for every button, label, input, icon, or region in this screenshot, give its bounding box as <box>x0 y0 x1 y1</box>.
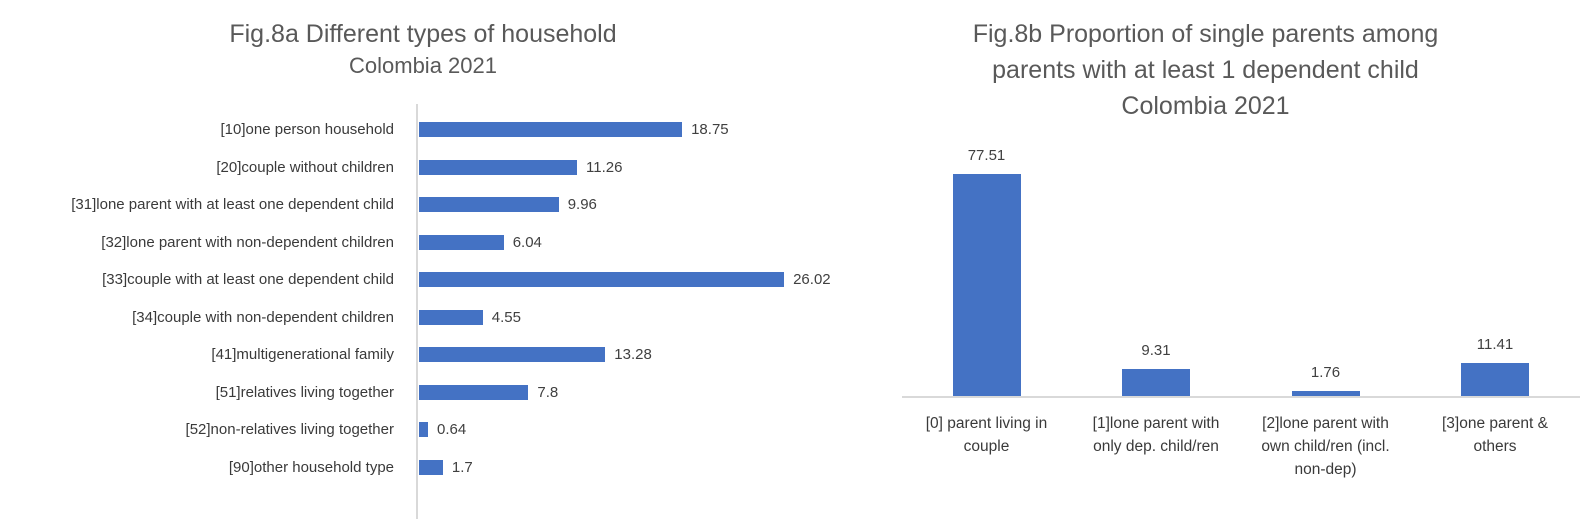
fig8b-category-label: [0] parent living in couple <box>897 412 1077 458</box>
fig8a-bar <box>419 234 504 250</box>
fig8b-bar <box>952 174 1021 396</box>
fig8a-bar <box>419 272 785 287</box>
fig8a-category-label: [31]lone parent with at least one depend… <box>71 196 394 213</box>
fig8b-category-label-line: couple <box>963 438 1010 455</box>
fig8b-category-label: [1]lone parent with only dep. child/ren <box>1066 412 1246 458</box>
fig8b-category-label-line: non-dep) <box>1294 461 1357 478</box>
fig8a-category-label: [34]couple with non-dependent children <box>132 308 394 326</box>
fig8b-category-label-line: [2]lone parent with <box>1262 415 1389 432</box>
fig8b-value-axis-baseline <box>902 396 1580 398</box>
fig8a-category-label: [41]multigenerational family <box>211 346 394 363</box>
fig8b-bar <box>1122 369 1190 396</box>
fig8a-category-label: [32]lone parent with non-dependent child… <box>101 233 394 251</box>
fig8a-value-label: 0.64 <box>437 421 467 438</box>
fig8a-subtitle: Colombia 2021 <box>349 53 497 78</box>
fig8a-value-label: 1.7 <box>451 458 473 476</box>
fig8b-category-label-line: others <box>1473 438 1517 455</box>
fig8b-category-label-line: [0] parent living in <box>925 415 1048 432</box>
fig8a-value-label: 26.02 <box>793 271 831 288</box>
fig8b-category-label-line: only dep. child/ren <box>1093 438 1219 455</box>
fig8b-value-label: 11.41 <box>1476 336 1514 354</box>
fig8a-value-label: 9.96 <box>567 196 597 213</box>
fig8a-category-label: [52]non-relatives living together <box>185 421 394 438</box>
fig8b-category-label-line: [3]one parent & <box>1442 415 1548 432</box>
fig8a-bar <box>419 459 443 475</box>
fig8a-value-label: 11.26 <box>586 158 623 176</box>
fig8a-value-label: 13.28 <box>614 346 652 363</box>
fig8a-bar <box>419 384 529 400</box>
fig8a-category-label: [33]couple with at least one dependent c… <box>102 271 394 288</box>
fig8b-value-label: 9.31 <box>1141 342 1171 360</box>
fig8b-category-label-line: [1]lone parent with <box>1092 415 1220 432</box>
fig8b-bar <box>1461 363 1529 396</box>
fig8a-category-label: [20]couple without children <box>216 158 394 176</box>
fig8a-category-label: [10]one person household <box>220 121 394 138</box>
fig8b-category-label: [3]one parent & others <box>1405 412 1585 458</box>
fig8b-value-label: 77.51 <box>967 147 1006 164</box>
fig8a-bar <box>419 122 683 137</box>
fig8b-category-label-line: own child/ren (incl. <box>1261 438 1390 455</box>
fig8a-bar <box>419 309 483 325</box>
fig8b-bar <box>1291 391 1360 396</box>
fig8a-bar <box>419 347 606 362</box>
fig8a-bar <box>419 197 559 212</box>
fig8b-title-line-2: parents with at least 1 dependent child <box>992 56 1419 84</box>
fig8a-bar <box>419 422 428 437</box>
fig8b-title: Fig.8b Proportion of single parents amon… <box>860 16 1551 124</box>
fig8a-category-label: [90]other household type <box>228 458 394 476</box>
fig8a-value-label: 6.04 <box>512 233 542 251</box>
fig8b-title-line-1: Fig.8b Proportion of single parents amon… <box>972 20 1439 48</box>
fig8a-value-label: 18.75 <box>691 121 729 138</box>
fig8b-title-line-3: Colombia 2021 <box>1121 92 1290 120</box>
fig8a-title: Fig.8a Different types of household <box>229 20 617 48</box>
fig8a-category-label: [51]relatives living together <box>215 383 394 401</box>
fig8b-category-label: [2]lone parent with own child/ren (incl. n… <box>1236 412 1416 481</box>
fig8a-category-axis-line <box>416 104 418 519</box>
fig8a-value-label: 4.55 <box>491 308 521 326</box>
fig8b-value-label: 1.76 <box>1310 364 1341 381</box>
fig8a-bar <box>419 159 577 175</box>
fig8a-value-label: 7.8 <box>537 383 559 401</box>
